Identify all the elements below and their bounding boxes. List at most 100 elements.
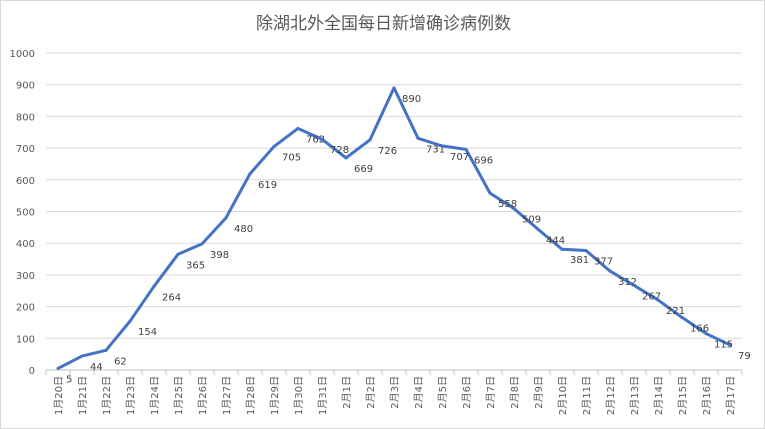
data-point [128,319,132,323]
x-tick-label: 1月25日 [173,376,185,415]
data-point [632,283,636,287]
data-label: 62 [114,356,127,367]
data-point [464,147,468,151]
data-point [704,332,708,336]
data-point [512,207,516,211]
data-point [200,242,204,246]
x-tick-label: 2月3日 [389,376,401,409]
x-tick-label: 2月9日 [533,376,545,409]
data-label: 762 [306,134,325,145]
data-label: 558 [498,199,517,210]
data-label: 669 [354,164,373,175]
data-label: 264 [162,292,181,303]
y-tick-label: 800 [16,112,35,123]
y-tick-label: 100 [16,334,35,345]
data-label: 221 [666,306,685,317]
data-point [584,248,588,252]
data-point [176,252,180,256]
data-label: 267 [642,291,661,302]
data-label: 619 [258,180,277,191]
chart-title: 除湖北外全国每日新增确诊病例数 [256,14,511,34]
x-tick-label: 2月7日 [485,376,497,409]
data-point [104,348,108,352]
data-label: 731 [426,144,445,155]
data-label: 444 [546,235,565,246]
data-point [608,269,612,273]
data-label: 480 [234,224,253,235]
data-point [728,343,732,347]
x-tick-label: 1月22日 [101,376,113,415]
data-label: 115 [714,340,733,351]
x-tick-label: 2月14日 [653,376,665,415]
data-label: 726 [378,146,397,157]
data-point [80,354,84,358]
y-tick-label: 200 [16,303,35,314]
y-tick-label: 0 [29,366,35,377]
x-tick-label: 2月13日 [629,376,641,415]
data-label: 365 [186,260,205,271]
x-tick-label: 2月16日 [701,376,713,415]
data-label: 398 [210,250,229,261]
x-tick-label: 1月23日 [125,376,137,415]
x-tick-label: 2月6日 [461,376,473,409]
y-tick-label: 400 [16,239,35,250]
data-label: 696 [474,155,493,166]
data-point [344,156,348,160]
data-label: 707 [450,152,469,163]
y-tick-label: 900 [16,81,35,92]
data-label: 312 [618,277,637,288]
x-tick-label: 2月4日 [413,376,425,409]
y-tick-label: 1000 [10,49,35,60]
data-label: 377 [594,256,613,267]
data-point [560,247,564,251]
data-line [57,86,731,370]
data-point [272,145,276,149]
x-tick-label: 1月24日 [149,376,161,415]
x-tick-label: 2月12日 [605,376,617,415]
data-label: 5 [66,374,72,385]
x-tick-label: 1月20日 [53,376,65,415]
x-tick-label: 2月5日 [437,376,449,409]
y-tick-label: 700 [16,144,35,155]
data-point [392,86,396,90]
data-point [248,172,252,176]
data-label: 381 [570,255,589,266]
data-label: 44 [90,362,103,373]
x-tick-label: 1月31日 [317,376,329,415]
data-point [152,284,156,288]
data-point [440,144,444,148]
data-label: 728 [330,145,349,156]
data-point [320,137,324,141]
data-label: 705 [282,153,301,164]
data-label: 890 [402,94,421,105]
data-label: 154 [138,327,157,338]
x-tick-label: 1月30日 [293,376,305,415]
x-tick-label: 1月27日 [221,376,233,415]
y-tick-label: 300 [16,271,35,282]
y-tick-label: 600 [16,176,35,187]
data-label: 166 [690,323,709,334]
data-point [416,136,420,140]
data-point [224,216,228,220]
x-tick-label: 1月21日 [77,376,89,415]
x-tick-label: 2月17日 [725,376,737,415]
data-label: 509 [522,215,541,226]
x-tick-label: 1月26日 [197,376,209,415]
x-tick-label: 1月29日 [269,376,281,415]
x-tick-label: 1月28日 [245,376,257,415]
data-point [680,315,684,319]
data-point [536,227,540,231]
data-point [368,138,372,142]
x-tick-label: 2月2日 [365,376,377,409]
data-point [656,298,660,302]
data-point [488,191,492,195]
y-tick-label: 500 [16,208,35,219]
data-label: 79 [738,351,751,362]
x-tick-label: 2月8日 [509,376,521,409]
data-point [56,366,60,370]
x-tick-label: 2月15日 [677,376,689,415]
data-point [296,126,300,130]
x-tick-label: 2月1日 [341,376,353,409]
x-tick-label: 2月11日 [581,376,593,415]
